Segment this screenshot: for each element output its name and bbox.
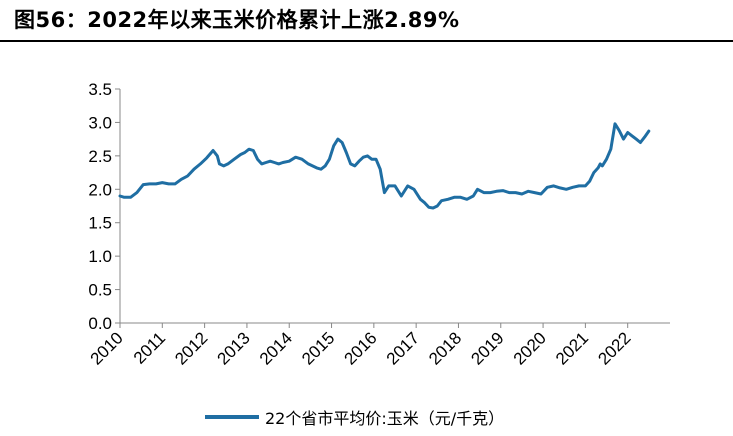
figure-title: 图56：2022年以来玉米价格累计上涨2.89%	[14, 8, 460, 32]
y-tick-label: 1.0	[88, 247, 112, 266]
series-line	[118, 122, 651, 210]
chart-legend: 22个省市平均价:玉米（元/千克）	[205, 404, 504, 430]
y-tick-labels: 0.0 0.5 1.0 1.5 2.0 2.5 3.0 3.5	[88, 80, 112, 333]
y-tick-label: 3.0	[88, 113, 112, 132]
x-tick-label: 2013	[214, 328, 254, 368]
x-tick-label: 2017	[383, 328, 423, 368]
y-tick-label: 0.0	[88, 314, 112, 333]
legend-label: 22个省市平均价:玉米（元/千克）	[265, 409, 505, 428]
x-tick-label: 2019	[467, 328, 507, 368]
chart-axes	[115, 88, 670, 328]
y-tick-label: 1.5	[88, 214, 112, 233]
x-tick-label: 2022	[594, 328, 634, 368]
x-tick-label: 2012	[171, 328, 211, 368]
y-tick-label: 0.5	[88, 281, 112, 300]
x-tick-label: 2011	[130, 328, 169, 367]
x-tick-label: 2021	[552, 328, 592, 368]
y-tick-label: 2.5	[88, 147, 112, 166]
x-tick-label: 2016	[340, 328, 380, 368]
title-divider	[0, 40, 733, 42]
x-tick-label: 2014	[256, 328, 296, 368]
x-tick-labels: 2010 2011 2012 2013 2014 2015 2016 2017 2018 2019…	[87, 328, 635, 368]
x-tick-label: 2020	[510, 328, 550, 368]
x-tick-label: 2018	[425, 328, 465, 368]
legend-swatch	[205, 415, 259, 419]
y-tick-label: 2.0	[88, 180, 112, 199]
x-tick-label: 2010	[87, 328, 127, 368]
x-tick-label: 2015	[298, 328, 338, 368]
series-group	[118, 122, 651, 210]
y-tick-label: 3.5	[88, 80, 112, 99]
